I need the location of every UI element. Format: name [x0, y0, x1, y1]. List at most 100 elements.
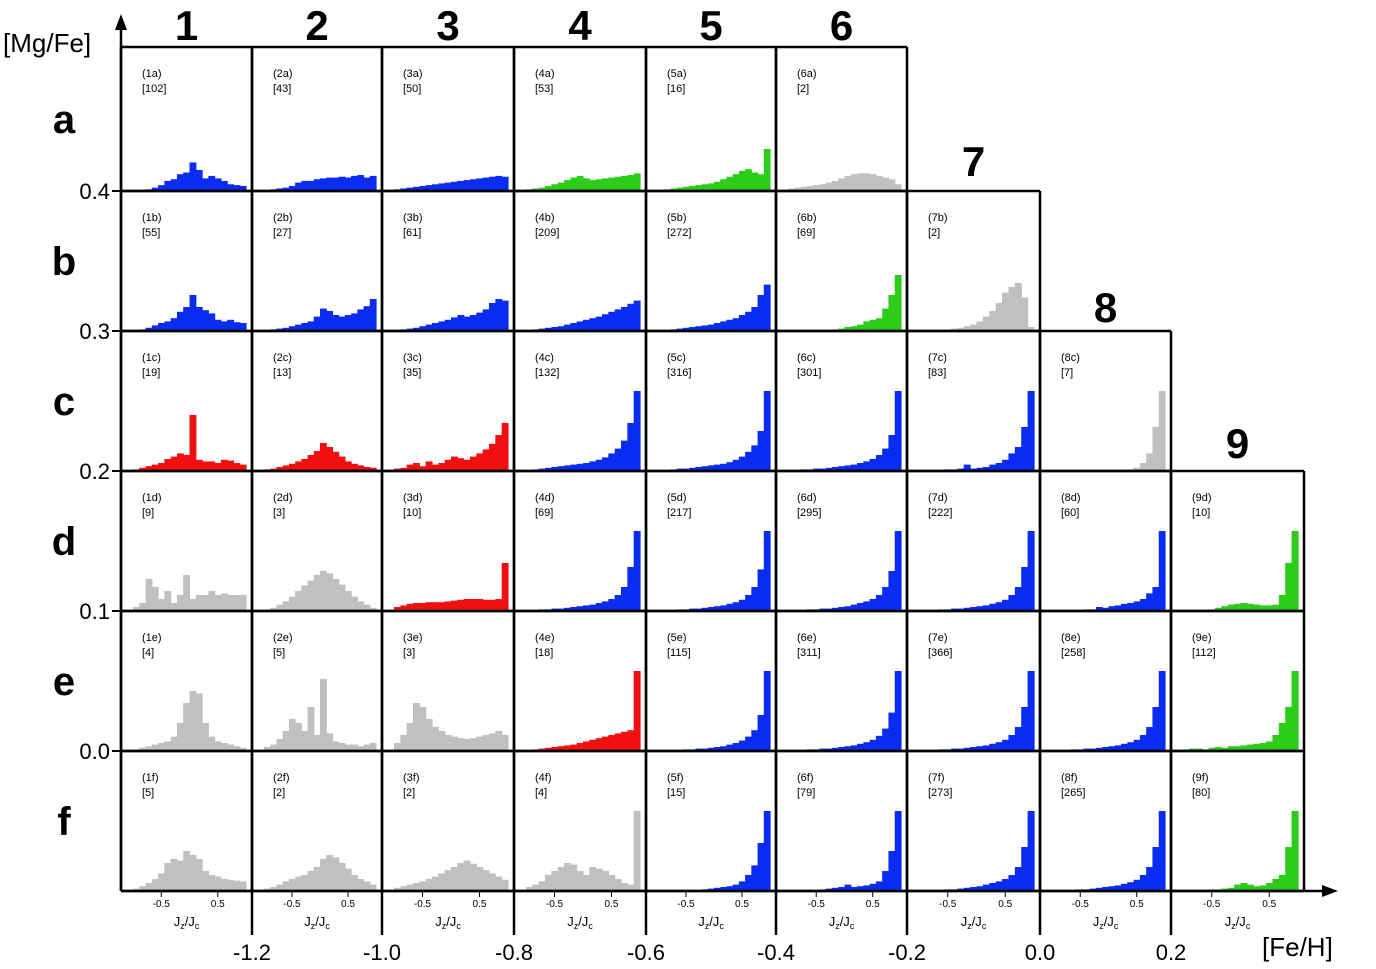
- histogram-bar: [470, 599, 477, 611]
- histogram-bar: [982, 884, 990, 891]
- histogram-bar: [326, 311, 334, 331]
- histogram-bar: [451, 181, 458, 191]
- histogram-bar: [451, 867, 458, 891]
- histogram-bar: [227, 184, 235, 191]
- histogram-bar: [1240, 883, 1248, 891]
- histogram-bar: [189, 295, 197, 331]
- histogram-bar: [282, 465, 290, 471]
- mgfe-tick-label: 0.3: [79, 319, 110, 344]
- histogram-bar: [432, 184, 439, 191]
- histogram-bar: [413, 186, 420, 191]
- histogram-bar: [220, 879, 228, 891]
- histogram-bar: [457, 599, 465, 611]
- histogram-bar: [176, 174, 184, 191]
- histogram-bar: [208, 591, 216, 611]
- panel-1c: (1c) [19]: [133, 352, 247, 471]
- histogram-bar: [670, 188, 678, 191]
- feh-tick-label: 0.0: [1025, 940, 1056, 965]
- histogram-bar: [1259, 605, 1267, 611]
- histogram-bar: [1102, 887, 1110, 891]
- panel-1b: (1b) [55]: [133, 212, 247, 331]
- histogram-bar: [732, 174, 740, 191]
- histogram-bar: [689, 185, 696, 191]
- histogram-bar: [963, 747, 971, 751]
- histogram-bar: [295, 723, 302, 751]
- panel-7c: (7c) [83]: [925, 352, 1035, 471]
- mgfe-tick-label: 0.2: [79, 459, 110, 484]
- histogram-bar: [570, 864, 578, 891]
- histogram-bar: [695, 326, 703, 331]
- panel-count-label: [2]: [273, 787, 285, 799]
- panel-4d: (4d) [69]: [526, 492, 641, 611]
- panel-count-label: [55]: [142, 227, 160, 239]
- histogram-bar: [869, 174, 877, 191]
- histogram-bar: [357, 175, 365, 191]
- histogram-bar: [351, 313, 358, 331]
- histogram-bar: [451, 317, 458, 331]
- histogram-bar: [164, 741, 172, 751]
- histogram-bar: [158, 463, 165, 471]
- panel-id-label: (7f): [928, 772, 945, 784]
- histogram-bar: [1102, 747, 1110, 751]
- histogram-bar: [608, 735, 616, 751]
- histogram-bar: [726, 462, 734, 471]
- histogram-bar: [320, 308, 327, 331]
- histogram-bar: [495, 435, 503, 471]
- histogram-bar: [176, 453, 184, 471]
- histogram-bar: [351, 175, 358, 191]
- histogram-bar: [202, 310, 209, 331]
- panel-count-label: [53]: [535, 83, 553, 95]
- histogram-bar: [989, 603, 997, 611]
- histogram-bar: [369, 743, 377, 751]
- histogram-bar: [576, 175, 584, 191]
- histogram-bar: [214, 463, 222, 471]
- histogram-bar: [583, 463, 590, 471]
- histogram-bar: [351, 744, 358, 751]
- histogram-bar: [583, 178, 590, 191]
- histogram-bar: [869, 739, 877, 751]
- histogram-bar: [1108, 746, 1116, 751]
- histogram-bar: [1095, 607, 1103, 611]
- column-label-8: 8: [1094, 284, 1117, 331]
- histogram-bar: [621, 175, 628, 191]
- histogram-bar: [332, 857, 340, 891]
- panel-id-label: (1c): [142, 352, 161, 364]
- panel-count-label: [2]: [403, 787, 415, 799]
- histogram-bar: [745, 169, 752, 191]
- histogram-bar: [894, 275, 902, 331]
- histogram-bar: [707, 465, 715, 471]
- panel-id-label: (7b): [928, 212, 948, 224]
- jz-axis-label: Jz/Jc: [174, 914, 200, 931]
- histogram-bar: [538, 881, 546, 891]
- row-label-b: b: [52, 240, 76, 284]
- histogram-bar: [438, 321, 446, 331]
- histogram-bar: [1278, 875, 1286, 891]
- histogram-bar: [1234, 746, 1242, 751]
- histogram-bar: [602, 457, 609, 471]
- histogram-bar: [595, 868, 603, 891]
- panel-9f: (9f) [80]: [1189, 772, 1299, 891]
- histogram-bar: [989, 883, 997, 891]
- histogram-bar: [894, 811, 902, 891]
- histogram-bar: [438, 463, 446, 471]
- histogram-bar: [288, 719, 296, 751]
- panel-id-label: (4c): [535, 352, 554, 364]
- histogram-bar: [621, 587, 628, 611]
- histogram-bar: [400, 467, 408, 471]
- histogram-bar: [214, 876, 222, 891]
- histogram-bar: [214, 178, 222, 191]
- histogram-bar: [413, 703, 420, 751]
- histogram-bar: [307, 321, 315, 331]
- histogram-bar: [425, 719, 433, 751]
- jz-tick-label: 0.5: [341, 899, 355, 910]
- histogram-bar: [869, 319, 877, 331]
- panel-id-label: (1d): [142, 492, 162, 504]
- panel-2b: (2b) [27]: [264, 212, 377, 331]
- histogram-bar: [888, 295, 896, 331]
- jz-tick-label: -0.5: [153, 899, 171, 910]
- histogram-bar: [419, 326, 427, 331]
- histogram-bar: [701, 466, 709, 471]
- histogram-bar: [831, 747, 839, 751]
- histogram-bar: [307, 455, 315, 471]
- histogram-bar: [1095, 747, 1103, 751]
